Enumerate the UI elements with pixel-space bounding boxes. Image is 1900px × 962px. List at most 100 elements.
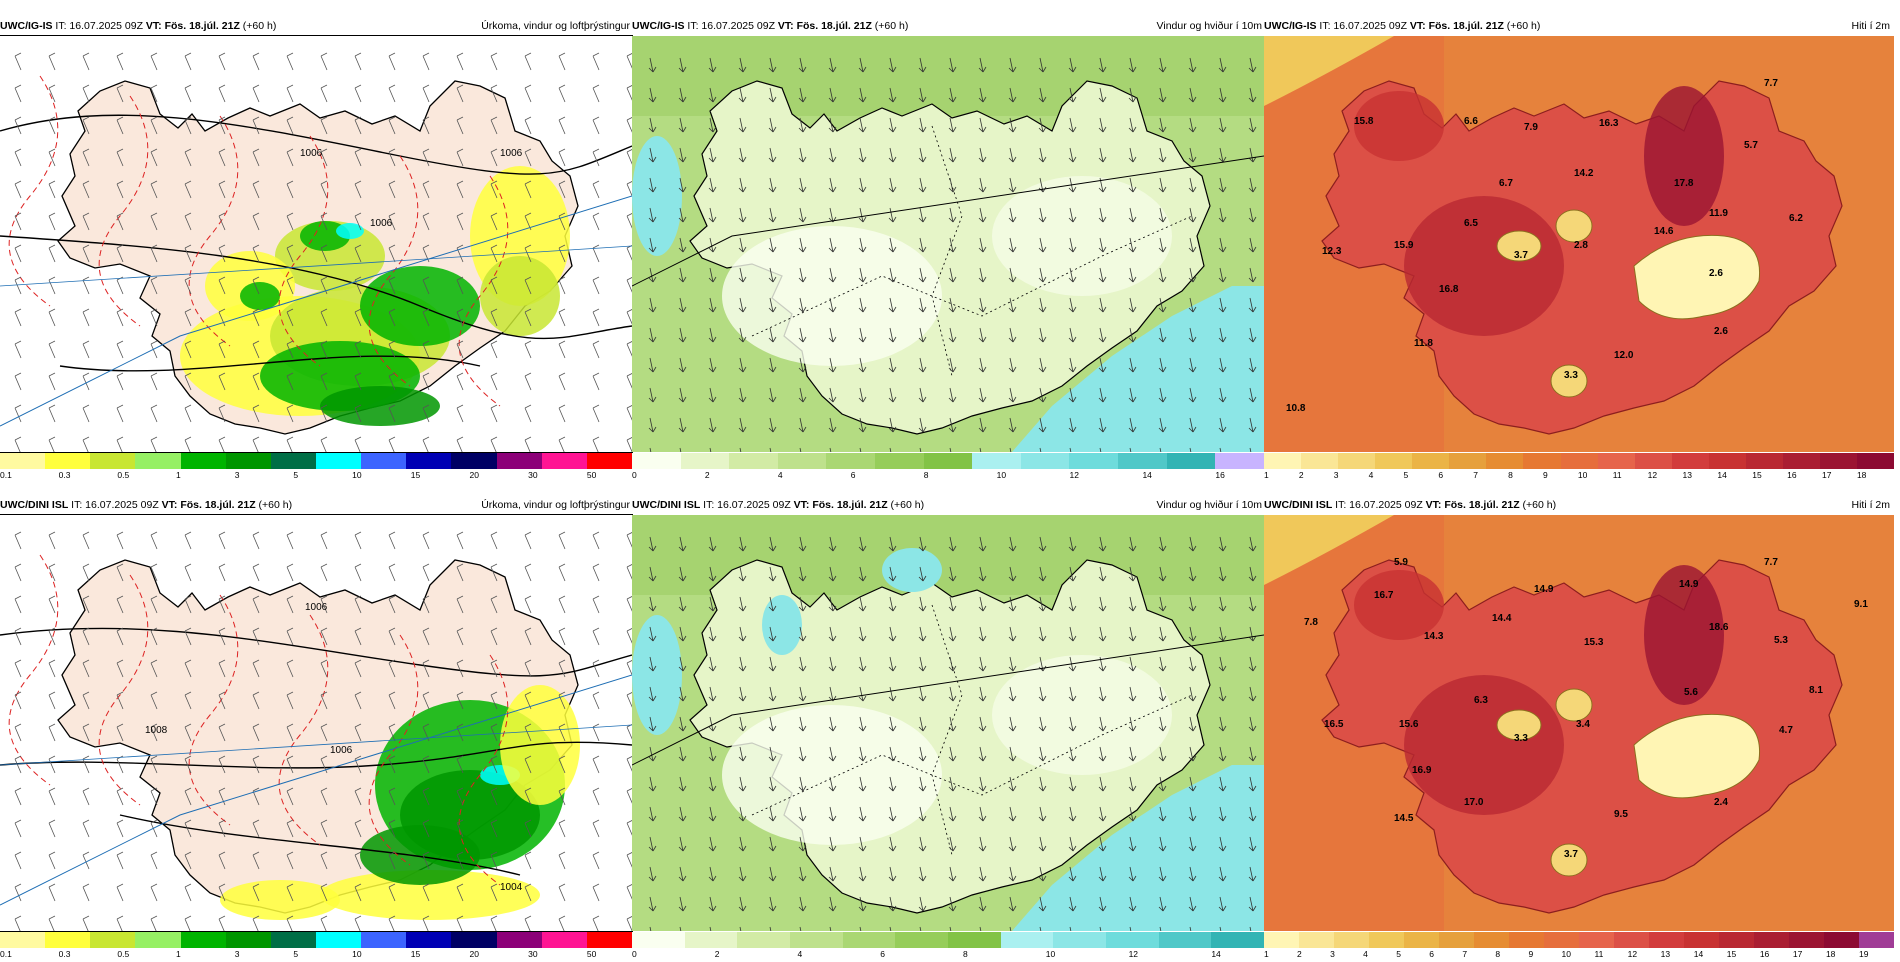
wind-arrow (918, 896, 927, 912)
temperature-label: 7.7 (1764, 557, 1778, 568)
wind-barb (592, 531, 600, 550)
wind-barb (82, 52, 90, 71)
colorbar-tick-label: 17 (1792, 949, 1803, 959)
wind-arrow (1248, 177, 1257, 193)
colorbar-swatch (1211, 932, 1265, 948)
wind-arrow (708, 776, 717, 792)
wind-arrow (1098, 387, 1107, 403)
wind-map-canvas (632, 515, 1264, 931)
wind-barb (490, 851, 498, 870)
wind-barb (354, 531, 362, 550)
wind-arrow (1248, 686, 1257, 702)
wind-arrow (768, 596, 777, 612)
wind-barb (14, 340, 22, 359)
wind-barb (286, 563, 294, 582)
wind-arrow (919, 926, 922, 931)
wind-arrow (1158, 297, 1167, 313)
wind-arrow (648, 177, 657, 193)
wind-arrow (1218, 147, 1227, 163)
wind-arrow (708, 746, 717, 762)
wind-barb (286, 595, 294, 614)
wind-barb (422, 116, 430, 135)
wind-barb (150, 627, 158, 646)
wind-arrow (768, 117, 777, 133)
wind-arrow (1008, 716, 1017, 732)
wind-barb (286, 787, 294, 806)
wind-barb (422, 84, 430, 103)
wind-arrow (708, 716, 717, 732)
wind-arrow (858, 896, 867, 912)
strong-wind-area (632, 136, 682, 256)
wind-arrow (798, 836, 807, 852)
wind-arrow (708, 177, 717, 193)
colorbar-swatch (541, 453, 587, 469)
colorbar-swatch (948, 932, 1001, 948)
wind-arrow (1038, 147, 1047, 163)
wind-arrow (858, 656, 867, 672)
wind-barb (116, 244, 124, 263)
wind-barb (354, 755, 362, 774)
wind-arrow (978, 626, 987, 642)
wind-arrow (648, 626, 657, 642)
wind-barb (184, 52, 192, 71)
colorbar-tick-label: 19 (1859, 949, 1869, 959)
wind-barb (184, 84, 192, 103)
wind-barb (626, 437, 632, 452)
wind-arrow (828, 237, 837, 253)
wind-arrow (738, 746, 747, 762)
wind-barb (592, 276, 600, 295)
wind-arrow (1158, 417, 1167, 433)
wind-barb (354, 180, 362, 199)
isobar-line (0, 114, 632, 175)
colorbar-swatch (1486, 453, 1524, 469)
wind-arrow (1158, 806, 1167, 822)
colorbar-swatch (729, 453, 778, 469)
wind-arrow (889, 926, 892, 931)
wind-barb (218, 308, 226, 327)
wind-arrow (768, 686, 777, 702)
wind-barb (218, 212, 226, 231)
colorbar-tick-label: 10 (1577, 470, 1588, 480)
wind-arrow (1128, 626, 1137, 642)
wind-barb (490, 148, 498, 167)
wind-barb (150, 372, 158, 391)
lead-time: (+60 h) (1522, 499, 1557, 511)
wind-arrow (1098, 297, 1107, 313)
colorbar-tick-label: 4 (797, 949, 803, 959)
cool-area (1264, 515, 1394, 585)
wind-barb (82, 212, 90, 231)
wind-barb (150, 276, 158, 295)
wind-barb (490, 436, 498, 452)
wind-barb (286, 116, 294, 135)
wind-barb (490, 595, 498, 614)
wind-barb (456, 531, 464, 550)
colorbar-tick-label: 1 (1264, 470, 1269, 480)
wind-barb (626, 884, 632, 900)
wind-arrow (948, 207, 957, 223)
wind-barb (218, 340, 226, 359)
model-name: UWC/DINI ISL (1264, 499, 1333, 511)
wind-barb (150, 308, 158, 327)
wind-arrow (978, 776, 987, 792)
wind-barb (626, 692, 632, 708)
colorbar-swatches (0, 932, 632, 948)
strong-wind-area (882, 548, 942, 592)
wind-arrow (828, 656, 837, 672)
wind-arrow (858, 836, 867, 852)
temperature-contour (278, 614, 329, 846)
warm-area (1354, 91, 1444, 161)
wind-arrow (828, 267, 837, 283)
wind-arrow (1188, 207, 1197, 223)
wind-barb (218, 148, 226, 167)
temperature-label: 2.8 (1574, 240, 1588, 251)
wind-barb (456, 595, 464, 614)
wind-arrow (798, 207, 807, 223)
wind-arrow (888, 267, 897, 283)
wind-colorbar: 0 2 4 6 8 10 12 14 16 (632, 453, 1264, 483)
glacier-area (1496, 230, 1542, 262)
wind-barb (592, 627, 600, 646)
temp-colorbar: 1 2 3 4 5 6 7 8 9 10 11 12 13 14 15 16 17 18 (1264, 453, 1895, 483)
wind-arrow (1218, 297, 1227, 313)
wind-barb (592, 883, 600, 902)
wind-arrow (978, 836, 987, 852)
